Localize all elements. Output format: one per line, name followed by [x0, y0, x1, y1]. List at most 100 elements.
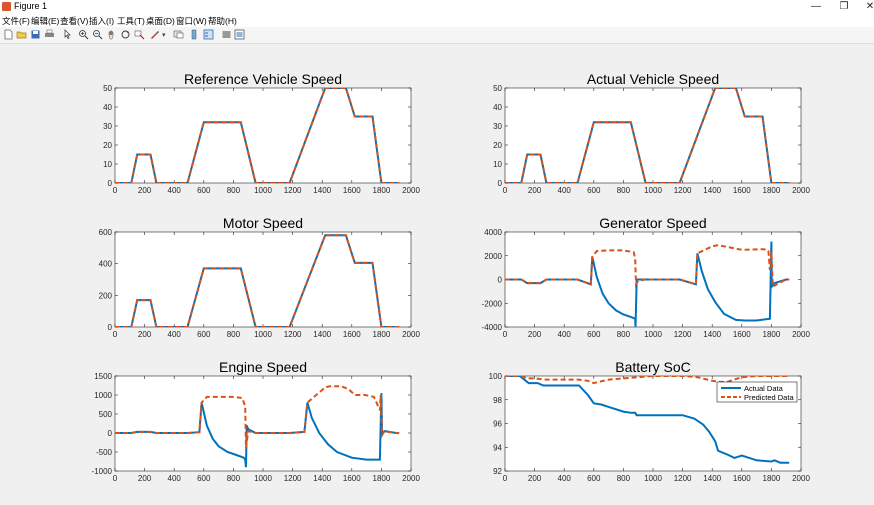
x-tick-label: 600 [587, 330, 601, 339]
x-tick-label: 200 [138, 186, 152, 195]
y-tick-label: 500 [99, 410, 113, 419]
rotate-icon[interactable] [120, 29, 131, 40]
axes-6[interactable]: Battery SoC 0 200 400 600 800 1000 1200 1400 1600… [489, 359, 811, 483]
new-file-icon[interactable] [3, 29, 14, 40]
x-tick-label: 1800 [763, 474, 781, 483]
x-tick-label: 200 [528, 474, 542, 483]
menu-help[interactable]: 帮助(H) [208, 16, 237, 26]
plot-area[interactable] [504, 87, 802, 184]
menu-bar: 文件(F) 编辑(E) 查看(V) 插入(I) 工具(T) 桌面(D) 窗口(W… [0, 14, 874, 27]
y-tick-label: 94 [493, 443, 502, 452]
menu-desktop[interactable]: 桌面(D) [146, 16, 175, 26]
axes-4[interactable]: Generator Speed 0 200 400 600 800 1000 1200 1400… [482, 215, 811, 339]
print-icon[interactable] [44, 29, 55, 40]
toolbar: ▾ [0, 27, 874, 44]
zoom-in-icon[interactable] [78, 29, 89, 40]
maximize-button[interactable]: ❐ [839, 1, 849, 12]
plot-area[interactable] [114, 231, 412, 328]
series-predicted-line[interactable] [505, 88, 790, 183]
show-tools-icon[interactable] [234, 29, 245, 40]
x-tick-label: 1800 [763, 186, 781, 195]
x-tick-label: 1600 [733, 474, 751, 483]
chart-title: Engine Speed [219, 359, 307, 375]
x-tick-label: 1800 [763, 330, 781, 339]
y-tick-label: 98 [493, 396, 502, 405]
series-predicted-line[interactable] [115, 234, 400, 327]
x-tick-label: 1000 [254, 330, 272, 339]
chart-title: Battery SoC [615, 359, 690, 375]
x-tick-label: 1000 [644, 474, 662, 483]
y-tick-label: 50 [493, 84, 502, 93]
y-tick-label: 50 [103, 84, 112, 93]
x-tick-label: 600 [197, 186, 211, 195]
matlab-logo-icon [2, 2, 11, 11]
series-predicted-line[interactable] [505, 244, 790, 289]
y-tick-label: 2000 [484, 252, 502, 261]
x-tick-label: 800 [227, 330, 241, 339]
x-tick-label: 2000 [402, 474, 420, 483]
zoom-out-icon[interactable] [92, 29, 103, 40]
close-button[interactable]: ✕ [865, 1, 874, 12]
x-tick-label: 400 [558, 186, 572, 195]
y-tick-label: -2000 [482, 299, 503, 308]
x-tick-label: 2000 [402, 330, 420, 339]
menu-file[interactable]: 文件(F) [2, 16, 30, 26]
chart-title: Motor Speed [223, 215, 303, 231]
x-tick-label: 1200 [674, 330, 692, 339]
x-tick-label: 1400 [703, 330, 721, 339]
menu-tools[interactable]: 工具(T) [117, 16, 145, 26]
x-tick-label: 1000 [644, 330, 662, 339]
data-cursor-icon[interactable] [134, 29, 145, 40]
minimize-button[interactable]: — [811, 1, 821, 12]
y-tick-label: -500 [96, 448, 113, 457]
brush-icon[interactable] [149, 29, 160, 40]
plot-area[interactable] [114, 375, 412, 472]
y-tick-label: 1500 [94, 372, 112, 381]
axes-5[interactable]: Engine Speed 0 200 400 600 800 1000 1200 1400 160… [92, 359, 421, 483]
x-tick-label: 1800 [373, 474, 391, 483]
link-icon[interactable] [173, 29, 184, 40]
x-tick-label: 1800 [373, 330, 391, 339]
hide-tools-icon[interactable] [221, 29, 232, 40]
y-tick-label: -4000 [482, 323, 503, 332]
x-tick-label: 1200 [674, 186, 692, 195]
series-actual-line[interactable] [505, 376, 790, 464]
plot-area[interactable] [114, 87, 412, 184]
menu-insert[interactable]: 插入(I) [89, 16, 115, 26]
menu-window[interactable]: 窗口(W) [176, 16, 207, 26]
x-tick-label: 1400 [703, 474, 721, 483]
series-predicted-line[interactable] [115, 385, 400, 449]
y-tick-label: 96 [493, 420, 502, 429]
open-folder-icon[interactable] [16, 29, 27, 40]
x-tick-label: 1400 [313, 186, 331, 195]
x-tick-label: 200 [138, 330, 152, 339]
series-actual-line[interactable] [115, 393, 400, 468]
x-tick-label: 600 [587, 474, 601, 483]
y-tick-label: 4000 [484, 228, 502, 237]
legend-icon[interactable] [203, 29, 214, 40]
y-tick-label: 30 [103, 122, 112, 131]
colorbar-icon[interactable] [189, 29, 200, 40]
menu-edit[interactable]: 编辑(E) [31, 16, 60, 26]
chart-title: Actual Vehicle Speed [587, 71, 719, 87]
x-tick-label: 0 [113, 330, 118, 339]
pointer-icon[interactable] [62, 29, 73, 40]
y-tick-label: 20 [493, 141, 502, 150]
series-predicted-line[interactable] [115, 88, 400, 183]
pan-icon[interactable] [106, 29, 117, 40]
x-tick-label: 0 [113, 186, 118, 195]
x-tick-label: 600 [197, 474, 211, 483]
y-tick-label: 0 [498, 179, 503, 188]
series-predicted-line[interactable] [505, 376, 790, 385]
brush-dropdown-icon[interactable]: ▾ [162, 32, 166, 39]
save-icon[interactable] [30, 29, 41, 40]
axes-3[interactable]: Motor Speed 0 200 400 600 800 1000 1200 1400 1600… [99, 215, 421, 339]
menu-view[interactable]: 查看(V) [60, 16, 89, 26]
x-tick-label: 1400 [313, 474, 331, 483]
x-tick-label: 600 [197, 330, 211, 339]
window-title: Figure 1 [14, 1, 48, 11]
